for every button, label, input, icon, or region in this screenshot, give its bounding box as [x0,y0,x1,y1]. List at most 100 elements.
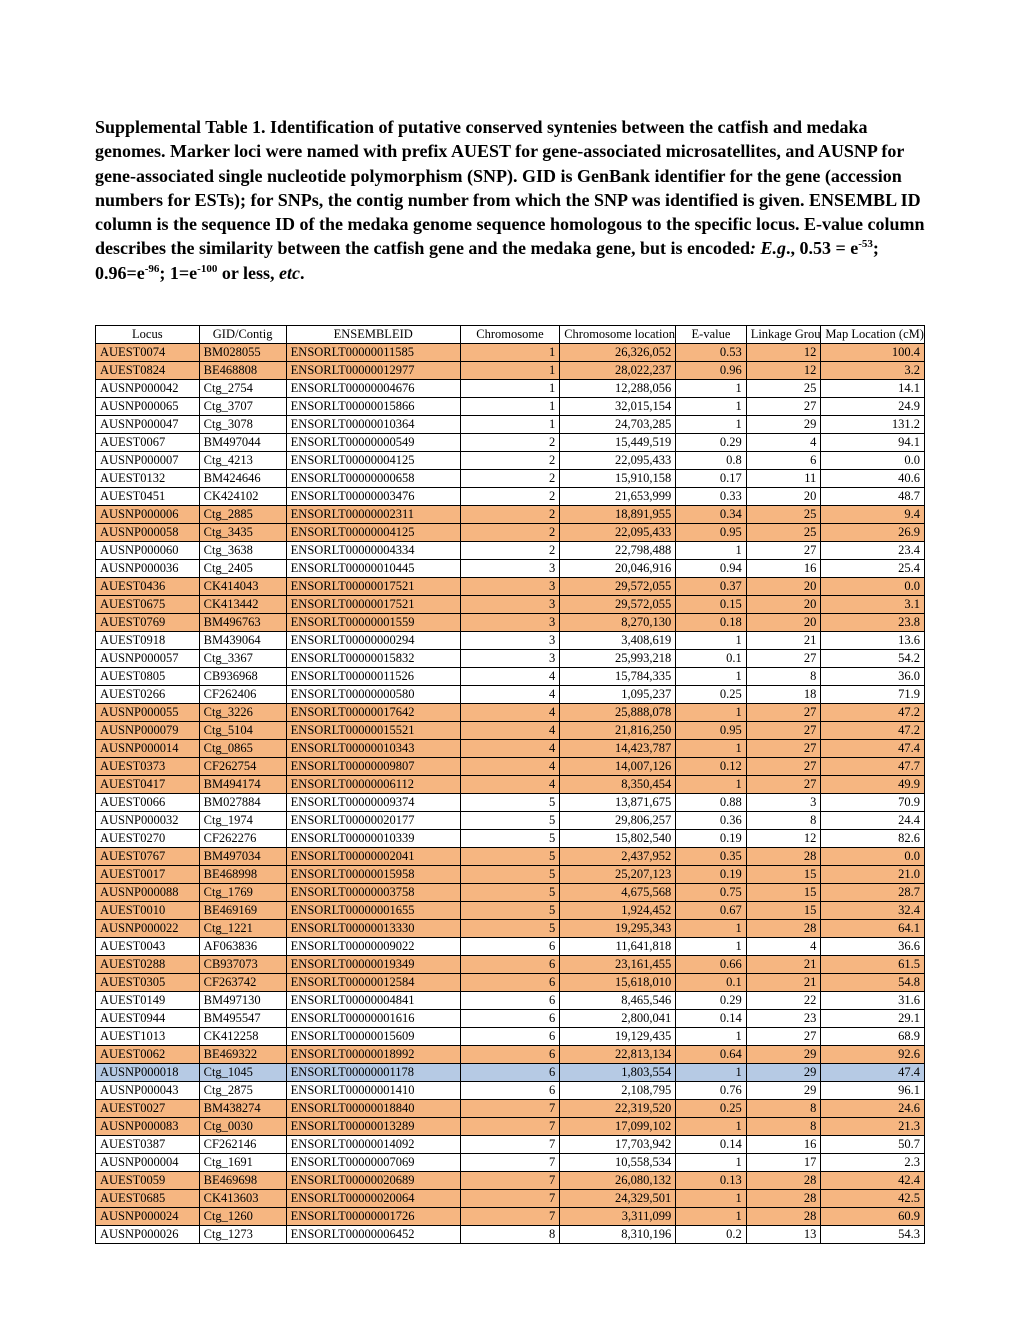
cell: AUSNP000004 [96,1154,200,1172]
table-row: AUEST0043AF063836ENSORLT00000009022611,6… [96,938,925,956]
cell: 21 [746,956,821,974]
col-linkage-group: Linkage Group [746,326,821,344]
table-row: AUEST0387CF262146ENSORLT00000014092717,7… [96,1136,925,1154]
cell: 36.6 [821,938,925,956]
table-row: AUSNP000043Ctg_2875ENSORLT0000000141062,… [96,1082,925,1100]
cell: 17,703,942 [560,1136,676,1154]
cell: Ctg_0865 [199,740,286,758]
cell: 1 [676,1190,746,1208]
cell: ENSORLT00000013330 [286,920,460,938]
table-row: AUEST0010BE469169ENSORLT0000000165551,92… [96,902,925,920]
cell: 14.1 [821,380,925,398]
cell: 7 [460,1118,559,1136]
caption-text-3: ., 0.53 = e [786,238,858,258]
cell: ENSORLT00000000658 [286,470,460,488]
cell: 0.64 [676,1046,746,1064]
cell: 0.25 [676,1100,746,1118]
table-row: AUEST0066BM027884ENSORLT00000009374513,8… [96,794,925,812]
cell: 13.6 [821,632,925,650]
cell: AUEST0918 [96,632,200,650]
cell: AUSNP000024 [96,1208,200,1226]
cell: 1 [676,1028,746,1046]
cell: 4 [460,740,559,758]
cell: 68.9 [821,1028,925,1046]
cell: 3 [460,560,559,578]
cell: 22,319,520 [560,1100,676,1118]
cell: Ctg_1221 [199,920,286,938]
cell: 7 [460,1172,559,1190]
cell: 40.6 [821,470,925,488]
cell: 28,022,237 [560,362,676,380]
cell: 1 [676,1154,746,1172]
cell: 0.67 [676,902,746,920]
table-row: AUSNP000006Ctg_2885ENSORLT00000002311218… [96,506,925,524]
cell: ENSORLT00000004334 [286,542,460,560]
cell: 21 [746,974,821,992]
table-row: AUSNP000065Ctg_3707ENSORLT00000015866132… [96,398,925,416]
cell: 8 [746,1100,821,1118]
synteny-table: Locus GID/Contig ENSEMBLEID Chromosome C… [95,325,925,1244]
table-row: AUSNP000024Ctg_1260ENSORLT0000000172673,… [96,1208,925,1226]
cell: 8 [460,1226,559,1244]
cell: 49.9 [821,776,925,794]
caption-etc: etc [279,263,300,283]
cell: Ctg_4213 [199,452,286,470]
cell: 23,161,455 [560,956,676,974]
cell: 25,207,123 [560,866,676,884]
cell: 25 [746,524,821,542]
cell: 3.2 [821,362,925,380]
cell: 4 [746,938,821,956]
cell: 4,675,568 [560,884,676,902]
header-row: Locus GID/Contig ENSEMBLEID Chromosome C… [96,326,925,344]
cell: 2,108,795 [560,1082,676,1100]
cell: AUSNP000047 [96,416,200,434]
cell: 22,095,433 [560,524,676,542]
cell: 0.0 [821,578,925,596]
table-row: AUSNP000060Ctg_3638ENSORLT00000004334222… [96,542,925,560]
cell: 2 [460,434,559,452]
cell: BE469169 [199,902,286,920]
cell: 36.0 [821,668,925,686]
cell: ENSORLT00000000549 [286,434,460,452]
cell: 2,437,952 [560,848,676,866]
cell: 28 [746,1172,821,1190]
cell: 22 [746,992,821,1010]
cell: 2 [460,524,559,542]
cell: 47.4 [821,1064,925,1082]
table-row: AUSNP000036Ctg_2405ENSORLT00000010445320… [96,560,925,578]
cell: 20,046,916 [560,560,676,578]
cell: ENSORLT00000017521 [286,596,460,614]
cell: ENSORLT00000001655 [286,902,460,920]
cell: 3 [460,578,559,596]
cell: ENSORLT00000018840 [286,1100,460,1118]
caption-eg: : E.g [750,238,786,258]
cell: 5 [460,830,559,848]
cell: 18,891,955 [560,506,676,524]
cell: BE469698 [199,1172,286,1190]
cell: 12,288,056 [560,380,676,398]
cell: ENSORLT00000015832 [286,650,460,668]
cell: 23.4 [821,542,925,560]
cell: 1 [676,1208,746,1226]
cell: BM497034 [199,848,286,866]
table-row: AUEST0074BM028055ENSORLT00000011585126,3… [96,344,925,362]
cell: 2,800,041 [560,1010,676,1028]
cell: ENSORLT00000007069 [286,1154,460,1172]
cell: 3 [460,596,559,614]
table-row: AUEST0451CK424102ENSORLT00000003476221,6… [96,488,925,506]
cell: AUEST0062 [96,1046,200,1064]
cell: 96.1 [821,1082,925,1100]
cell: AUEST0017 [96,866,200,884]
cell: 60.9 [821,1208,925,1226]
table-row: AUSNP000058Ctg_3435ENSORLT00000004125222… [96,524,925,542]
cell: AUSNP000042 [96,380,200,398]
cell: 42.5 [821,1190,925,1208]
cell: 28 [746,1208,821,1226]
cell: 5 [460,848,559,866]
cell: 4 [460,722,559,740]
cell: AUEST0767 [96,848,200,866]
cell: 27 [746,704,821,722]
cell: 50.7 [821,1136,925,1154]
table-row: AUEST0305CF263742ENSORLT00000012584615,6… [96,974,925,992]
cell: Ctg_3638 [199,542,286,560]
